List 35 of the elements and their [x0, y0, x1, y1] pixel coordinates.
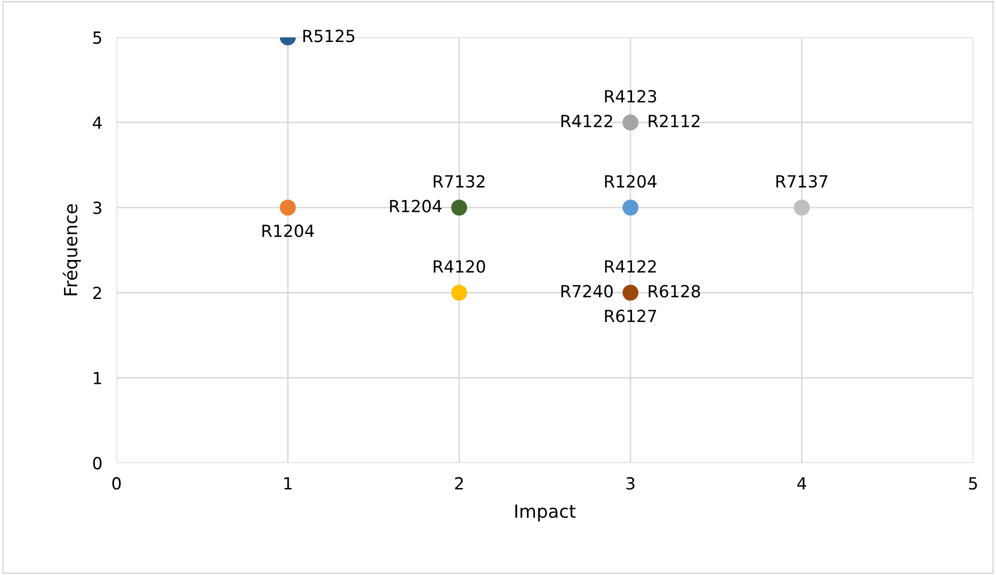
point — [451, 200, 468, 216]
annotation: R4123 — [605, 90, 656, 103]
annotation: R4120 — [434, 260, 486, 273]
annotation: R6127 — [605, 310, 656, 322]
x-tick-label: 1 — [284, 477, 292, 490]
annotation: R2112 — [648, 114, 700, 128]
annotation: R6128 — [648, 284, 700, 298]
point — [794, 200, 810, 216]
y-tick-label: 1 — [94, 372, 102, 384]
point — [622, 200, 638, 216]
annotation: R5125 — [303, 30, 354, 42]
x-axis-title: Impact — [515, 504, 576, 522]
x-tick-label: 3 — [626, 477, 634, 490]
y-tick-label: 2 — [93, 286, 101, 300]
y-axis-title: Fréquence — [62, 204, 81, 296]
annotation: R7240 — [561, 284, 613, 298]
annotation: R4122 — [561, 114, 612, 128]
x-tick-label: 5 — [969, 477, 977, 490]
annotation: R7132 — [434, 175, 484, 188]
point — [622, 114, 638, 130]
point — [622, 284, 638, 301]
annotation: R4122 — [605, 260, 656, 273]
x-tick-label: 0 — [112, 477, 121, 490]
y-tick-label: 5 — [93, 32, 102, 44]
annotation: R1204 — [262, 224, 314, 238]
y-tick-label: 0 — [93, 456, 102, 470]
point — [451, 284, 468, 301]
annotation: R7137 — [776, 175, 828, 188]
x-tick-label: 4 — [797, 477, 806, 490]
point — [280, 200, 296, 216]
y-tick-label: 4 — [92, 116, 102, 129]
annotation: R1204 — [390, 200, 442, 212]
annotation: R1204 — [605, 175, 657, 188]
y-tick-label: 3 — [93, 202, 102, 214]
x-tick-label: 2 — [455, 477, 463, 490]
